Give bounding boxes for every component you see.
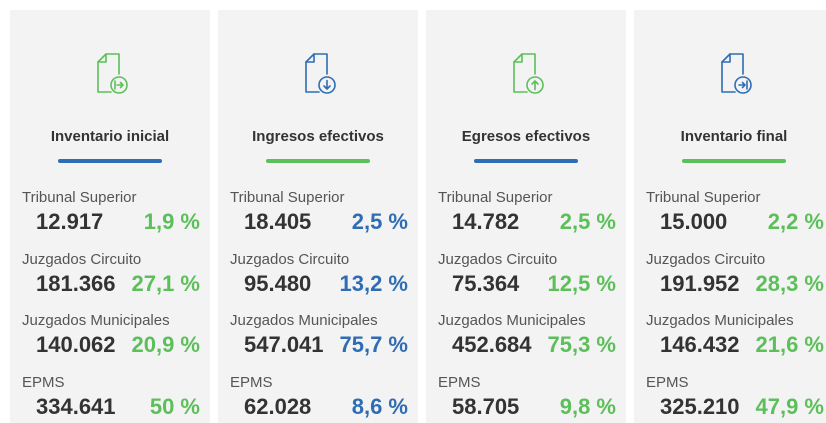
row-percent: 9,8 % [559,393,616,419]
row-value: 15.000 [660,209,728,234]
row-percent: 12,5 % [547,270,617,296]
row-label: EPMS [22,373,65,391]
row-percent: 27,1 % [131,270,201,296]
row-value: 14.782 [452,209,520,234]
row-percent: 75,7 % [339,332,409,357]
row-label: Juzgados Circuito [438,250,558,268]
row-value: 58.705 [452,393,520,419]
row-label: EPMS [230,373,273,391]
title-underline [58,159,162,163]
row-label: Juzgados Municipales [646,312,794,329]
row-value: 547.041 [244,332,324,357]
row-percent: 47,9 % [755,393,825,419]
icon [513,53,544,94]
row-value: 75.364 [452,270,520,296]
row-value: 95.480 [244,270,312,296]
row-label: Tribunal Superior [438,189,553,206]
row-label: Juzgados Municipales [22,312,170,329]
row-label: Juzgados Municipales [438,312,586,329]
row-value: 334.641 [36,393,116,419]
row-percent: 50 % [149,393,200,419]
card-title: Inventario inicial [50,128,170,145]
card-title: Ingresos efectivos [252,128,384,145]
row-percent: 8,6 % [351,393,408,419]
row-value: 18.405 [244,209,312,234]
title-underline [682,159,786,163]
row-value: 146.432 [660,332,740,357]
row-value: 181.366 [36,270,116,296]
row-label: Juzgados Circuito [646,250,766,268]
icon [97,53,128,94]
row-percent: 28,3 % [755,270,825,296]
row-label: EPMS [438,373,481,391]
row-label: Juzgados Circuito [230,250,350,268]
row-percent: 2,5 % [351,209,408,234]
row-percent: 2,5 % [559,209,616,234]
card-title: Egresos efectivos [461,128,591,145]
title-underline [474,159,578,163]
row-percent: 2,2 % [767,209,824,234]
row-label: Juzgados Circuito [22,250,142,268]
card: Egresos efectivos Tribunal Superior 14.782… [426,10,626,423]
card: Inventario inicial Tribunal Superior 12.91… [10,10,210,423]
icon [305,53,336,94]
row-percent: 75,3 % [547,332,617,357]
row-label: Tribunal Superior [230,189,345,206]
row-value: 325.210 [660,393,740,419]
row-value: 12.917 [36,209,104,234]
row-label: Tribunal Superior [22,189,137,206]
card: Inventario final Tribunal Superior 15.000 2… [634,10,826,423]
card-title: Inventario final [680,128,788,145]
row-label: Juzgados Municipales [230,312,378,329]
icon [721,53,752,94]
row-label: EPMS [646,373,689,391]
row-value: 452.684 [452,332,532,357]
row-value: 140.062 [36,332,116,357]
title-underline [266,159,370,163]
row-value: 62.028 [244,393,312,419]
row-percent: 1,9 % [143,209,200,234]
row-value: 191.952 [660,270,740,296]
row-percent: 20,9 % [131,332,201,357]
row-percent: 13,2 % [339,270,409,296]
row-label: Tribunal Superior [646,189,761,206]
card: Ingresos efectivos Tribunal Superior 18.40… [218,10,418,423]
row-percent: 21,6 % [755,332,825,357]
